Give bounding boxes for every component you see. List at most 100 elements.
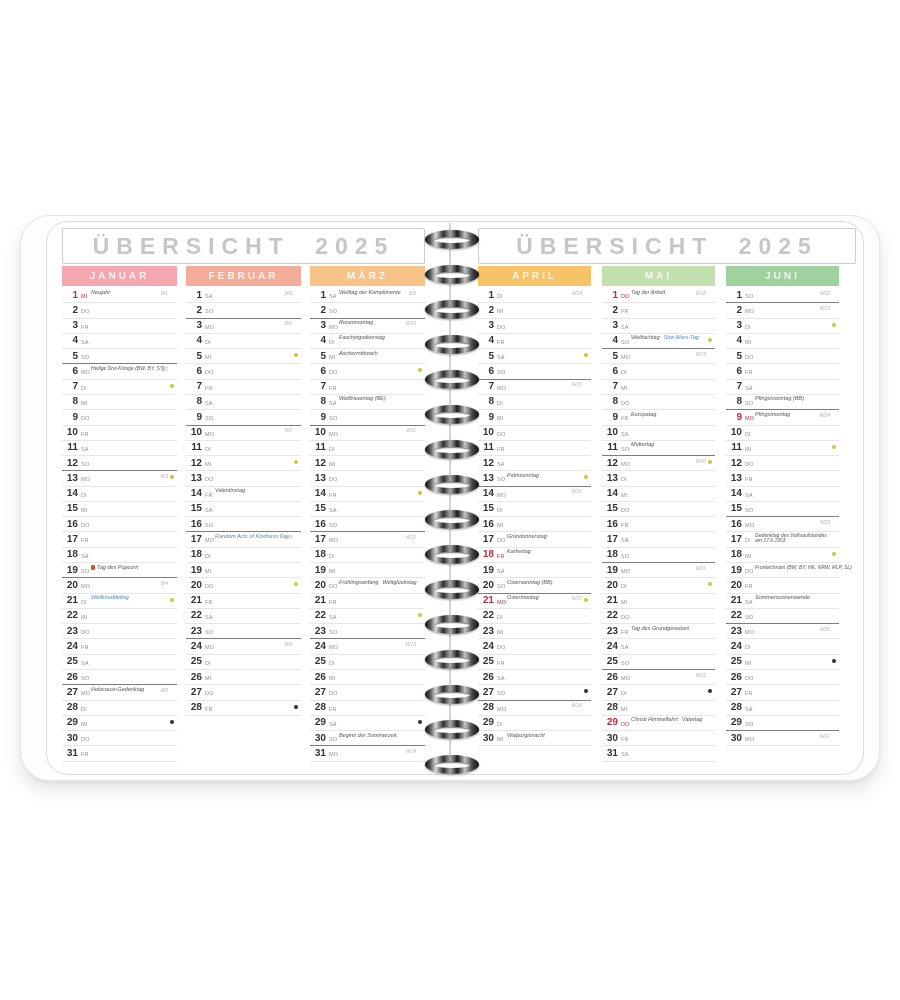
weekday-label: DO	[745, 462, 754, 469]
weekday-label: FR	[497, 660, 505, 667]
day-row: 9 MI	[478, 410, 591, 426]
day-number: 27	[66, 686, 78, 698]
day-row: 16 DO	[62, 517, 177, 533]
holiday-note: Welttag der Komplimente	[339, 290, 401, 296]
day-row: 26 SA	[478, 670, 591, 686]
day-number: 14	[190, 488, 202, 500]
spiral-coil	[425, 265, 479, 284]
holiday-name: Weltfrauentag (BE)	[339, 396, 386, 403]
weekday-label: MI	[621, 706, 628, 713]
day-row: 23 MI	[478, 624, 591, 640]
day-number: 18	[482, 549, 494, 561]
day-row: 26 SO	[62, 670, 177, 686]
spiral-coil	[425, 300, 479, 319]
weekday-label: FR	[497, 446, 505, 453]
day-number: 5	[196, 350, 202, 362]
spiral-coil	[425, 545, 479, 564]
day-number: 6	[72, 365, 78, 377]
day-number: 23	[66, 625, 78, 637]
weekday-label: FR	[497, 339, 505, 346]
weekday-label: DO	[81, 309, 90, 316]
weekday-label: FR	[81, 645, 89, 652]
holiday-name: Walpurgisnacht	[507, 732, 545, 739]
day-row: 22 SO	[726, 609, 839, 625]
day-number: 21	[190, 595, 202, 607]
moon-phase-full-icon	[294, 460, 298, 465]
weekday-label: MI	[745, 446, 752, 453]
weekday-label: SA	[621, 752, 629, 759]
page-title-right-text: ÜBERSICHT 2025	[516, 233, 818, 259]
month-header: MAI	[602, 266, 715, 286]
day-number: 4	[612, 335, 618, 347]
day-number: 26	[190, 671, 202, 683]
day-row: 5 MI	[186, 349, 301, 365]
moon-phase-lq-icon	[170, 597, 174, 602]
weekday-label: MI	[205, 569, 212, 576]
day-number: 19	[482, 564, 494, 576]
day-number: 25	[314, 656, 326, 668]
weekday-label: MI	[81, 294, 88, 300]
day-row: 28 MO W18	[478, 701, 591, 716]
day-row: 22 SA	[310, 609, 425, 625]
week-number: W2	[160, 366, 169, 373]
day-number: 22	[730, 610, 742, 622]
weekday-label: DI	[497, 400, 503, 407]
day-row: 5 DO	[726, 349, 839, 365]
week-number: W22	[695, 672, 706, 679]
day-row: 11 DI	[186, 441, 301, 457]
day-row: 2 MO W23	[726, 303, 839, 319]
day-row: 21 FR	[310, 594, 425, 609]
holiday-note: Christi Himmelfahrt Vatertag	[631, 717, 702, 723]
day-number: 8	[736, 396, 742, 408]
weekday-label: SA	[81, 339, 89, 346]
holiday-name: Karfreitag	[507, 549, 531, 556]
day-row: 4 DI Faschingsdienstag	[310, 334, 425, 350]
day-number: 2	[72, 304, 78, 316]
weekday-label: FR	[329, 706, 337, 713]
moon-phase-new-icon	[170, 719, 174, 724]
day-row: 6 DI	[602, 364, 715, 380]
day-number: 7	[196, 381, 202, 393]
weekday-label: SA	[497, 462, 505, 469]
day-number: 23	[314, 625, 326, 637]
month-mai: MAI 1 DO Tag der Arbeit W18 2 FR 3 SA 4 SO Weltlach…	[602, 266, 715, 763]
holiday-note: Europatag	[631, 412, 656, 418]
holiday-note: Random Acts of Kindness Day	[215, 534, 289, 540]
week-number: W3	[160, 473, 169, 480]
page-title-left: ÜBERSICHT 2025	[62, 228, 425, 264]
weekday-label: DI	[81, 385, 87, 392]
weekday-label: DI	[745, 538, 751, 545]
day-row: 23 DO	[62, 624, 177, 640]
day-number: 17	[66, 533, 78, 545]
day-row: 19 MO W21	[602, 563, 715, 579]
weekday-label: SA	[621, 431, 629, 438]
day-number: 17	[730, 533, 742, 545]
moon-phase-lq-icon	[832, 551, 836, 556]
day-number: 20	[730, 579, 742, 591]
day-row: 6 SO	[478, 364, 591, 380]
day-number: 25	[190, 656, 202, 668]
month-header: JUNI	[726, 266, 839, 286]
day-number: 3	[736, 320, 742, 332]
month-märz: MÄRZ 1 SA Welttag der Komplimente W9 2 SO 3 MO Ro…	[310, 266, 425, 763]
day-number: 19	[66, 564, 78, 576]
day-number: 11	[67, 442, 78, 454]
spiral-coil	[425, 580, 479, 599]
day-row: 9 FR Europatag	[602, 410, 715, 426]
day-number: 1	[320, 289, 326, 301]
weekday-label: SA	[205, 400, 213, 407]
day-number: 28	[730, 702, 742, 714]
weekday-label: MI	[497, 630, 504, 637]
day-number: 13	[606, 472, 618, 484]
week-number: W19	[695, 351, 706, 358]
popcorn-icon	[91, 564, 95, 570]
weekday-label: FR	[205, 385, 213, 392]
day-row: 4 SA	[62, 334, 177, 350]
day-number: 20	[606, 579, 618, 591]
day-row: 31 SA	[602, 746, 715, 762]
weekday-label: FR	[81, 431, 89, 438]
day-row: 29 SO	[726, 716, 839, 732]
day-number: 10	[314, 427, 326, 439]
weekday-label: DO	[81, 630, 90, 637]
day-row: 7 DI	[62, 380, 177, 395]
